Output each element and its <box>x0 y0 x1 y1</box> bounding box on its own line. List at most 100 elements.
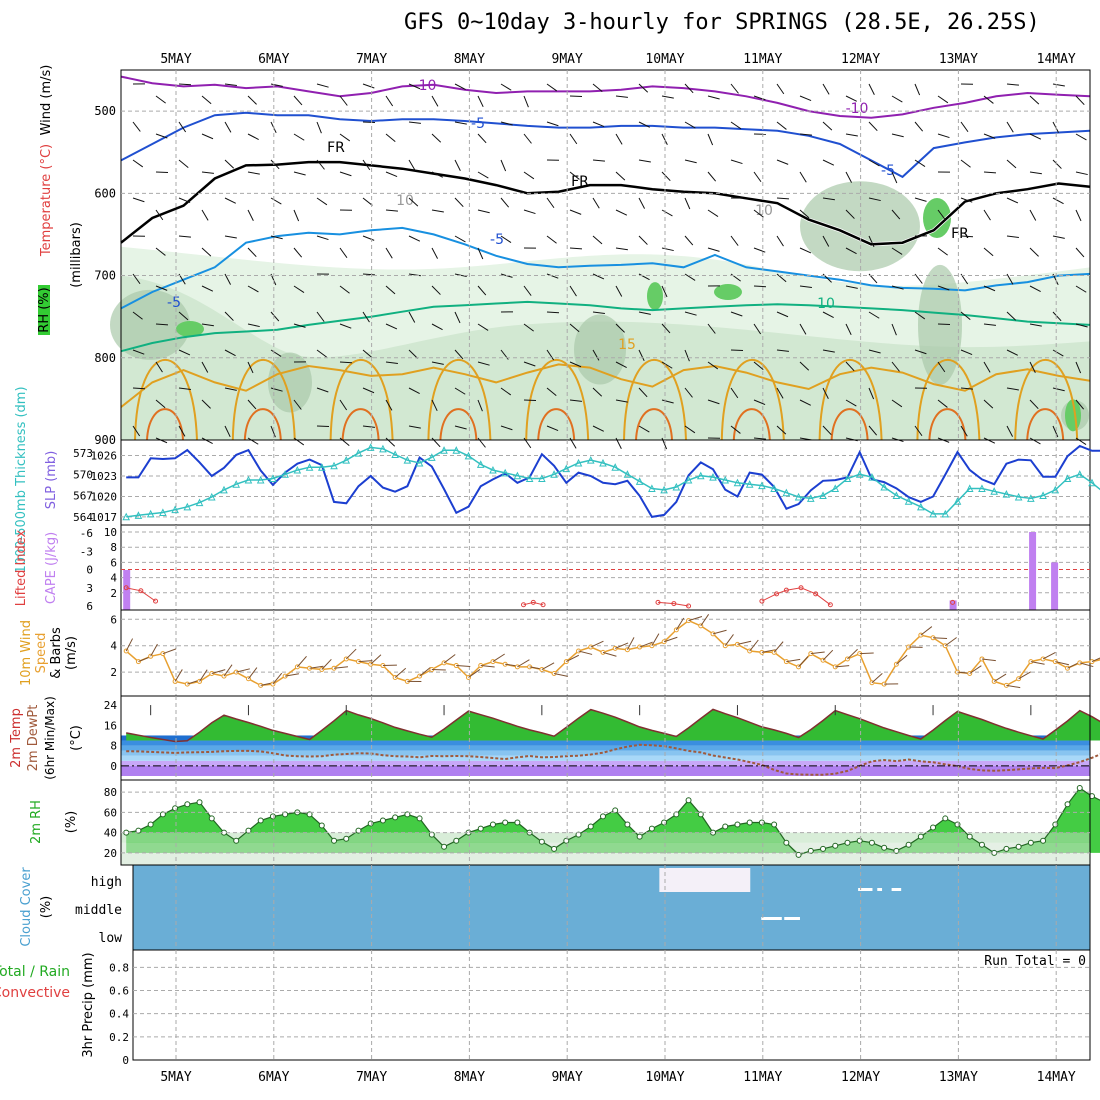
wind-barb-10m <box>150 643 158 657</box>
wind-barb <box>753 209 764 218</box>
cape-frame <box>120 524 1091 611</box>
cape-tick: 2 <box>110 587 117 600</box>
rh-point <box>392 814 399 821</box>
rh-point <box>1052 821 1059 828</box>
wind-barb <box>753 437 766 440</box>
temp-contour-15-arch <box>427 359 492 441</box>
thickness-point <box>538 474 546 483</box>
cloud-middle-gap <box>877 888 883 891</box>
wind-barb-10m <box>370 654 382 665</box>
wind-barb <box>799 95 812 102</box>
temp-band <box>121 765 1090 776</box>
wind-barb <box>868 235 875 248</box>
wind-barb <box>362 235 375 241</box>
wind-barb <box>638 273 650 281</box>
wind-barb <box>592 387 603 397</box>
wind-barb-10m <box>810 651 825 655</box>
wind-barb <box>914 349 927 355</box>
date-label-bottom-12MAY: 12MAY <box>841 1070 880 1085</box>
wind-barb <box>592 235 603 245</box>
wind-barb <box>1029 285 1041 292</box>
date-label-top-13MAY: 13MAY <box>939 52 978 67</box>
thickness-point <box>868 473 876 481</box>
wind-barb <box>316 159 325 170</box>
wind-barb <box>707 361 719 370</box>
wind-barb <box>615 323 625 333</box>
wind-barb <box>960 311 971 320</box>
thickness-point <box>696 471 705 480</box>
thickness-point <box>256 475 265 484</box>
wind-barb <box>799 171 807 183</box>
li-point <box>827 602 833 608</box>
rh-point <box>441 843 448 850</box>
wind-barb <box>546 197 555 209</box>
wind-barb <box>408 197 419 207</box>
wind-barb <box>822 425 832 436</box>
wind-barb <box>1052 311 1062 322</box>
wind-barb <box>201 399 211 409</box>
wind-barb-10m <box>492 653 505 663</box>
wind-barb <box>822 83 830 95</box>
wind-barb-10m <box>321 658 332 670</box>
wind-barb <box>1052 387 1065 392</box>
wind-barb <box>891 285 904 290</box>
thickness-point <box>1027 494 1035 502</box>
thickness-point <box>978 484 986 492</box>
wind-barb <box>914 425 923 437</box>
wind-barb <box>983 323 996 326</box>
wind-barb <box>592 83 603 92</box>
thickness-point <box>1063 474 1072 483</box>
wind-barb <box>247 323 260 328</box>
rh-shade-blob <box>110 289 190 360</box>
wind-barb <box>638 425 650 433</box>
thickness-point <box>880 482 888 491</box>
wind-barb <box>707 133 714 146</box>
temp-tick: 24 <box>104 699 118 712</box>
temp-contour-20-arch <box>537 408 576 441</box>
wind-barb <box>891 361 900 372</box>
wind-barb <box>615 247 628 251</box>
wind-barb <box>799 323 807 335</box>
wind-barb <box>1052 197 1064 205</box>
wind-barb-10m <box>309 665 324 669</box>
wind-barb <box>569 361 582 368</box>
wind-barb <box>1006 197 1019 204</box>
rh-point <box>661 819 668 826</box>
wind-barb <box>960 425 968 437</box>
thickness-point <box>1051 485 1060 494</box>
wind-barb <box>224 425 231 438</box>
wind-barb <box>845 247 857 255</box>
wind-barb <box>155 399 166 409</box>
wind-barb <box>1052 235 1065 239</box>
wind-barb <box>408 121 421 124</box>
thickness-point <box>207 492 216 501</box>
wind-barb <box>293 399 302 410</box>
wind-barb <box>362 349 373 359</box>
wind-barb-10m <box>1055 661 1070 666</box>
temp-line <box>126 708 1100 743</box>
wind-barb <box>1075 399 1085 410</box>
temp-contour-15-arch <box>720 359 785 441</box>
wind-barb <box>339 95 348 106</box>
li-line <box>126 588 952 606</box>
wind-barb <box>799 285 812 289</box>
wind-barb <box>247 171 260 175</box>
rh-point <box>404 811 411 818</box>
wind-barb <box>1052 159 1062 169</box>
wind-barb-10m <box>847 648 858 660</box>
run-total-label: Run Total = 0 <box>984 954 1086 969</box>
thickness-point <box>134 511 143 519</box>
wind-barb <box>132 273 141 285</box>
rh-point <box>942 815 949 822</box>
rh-shade-moist-core <box>176 321 204 337</box>
wind-barb <box>362 387 375 394</box>
rh-point <box>893 847 900 854</box>
wind-barb <box>385 285 396 295</box>
wind-barb <box>247 361 254 374</box>
temp-contour-FR <box>120 160 1091 246</box>
wind-barb <box>914 273 923 284</box>
wind-barb <box>1006 311 1017 321</box>
wind-barb <box>155 285 168 291</box>
wind-barb <box>500 83 512 91</box>
